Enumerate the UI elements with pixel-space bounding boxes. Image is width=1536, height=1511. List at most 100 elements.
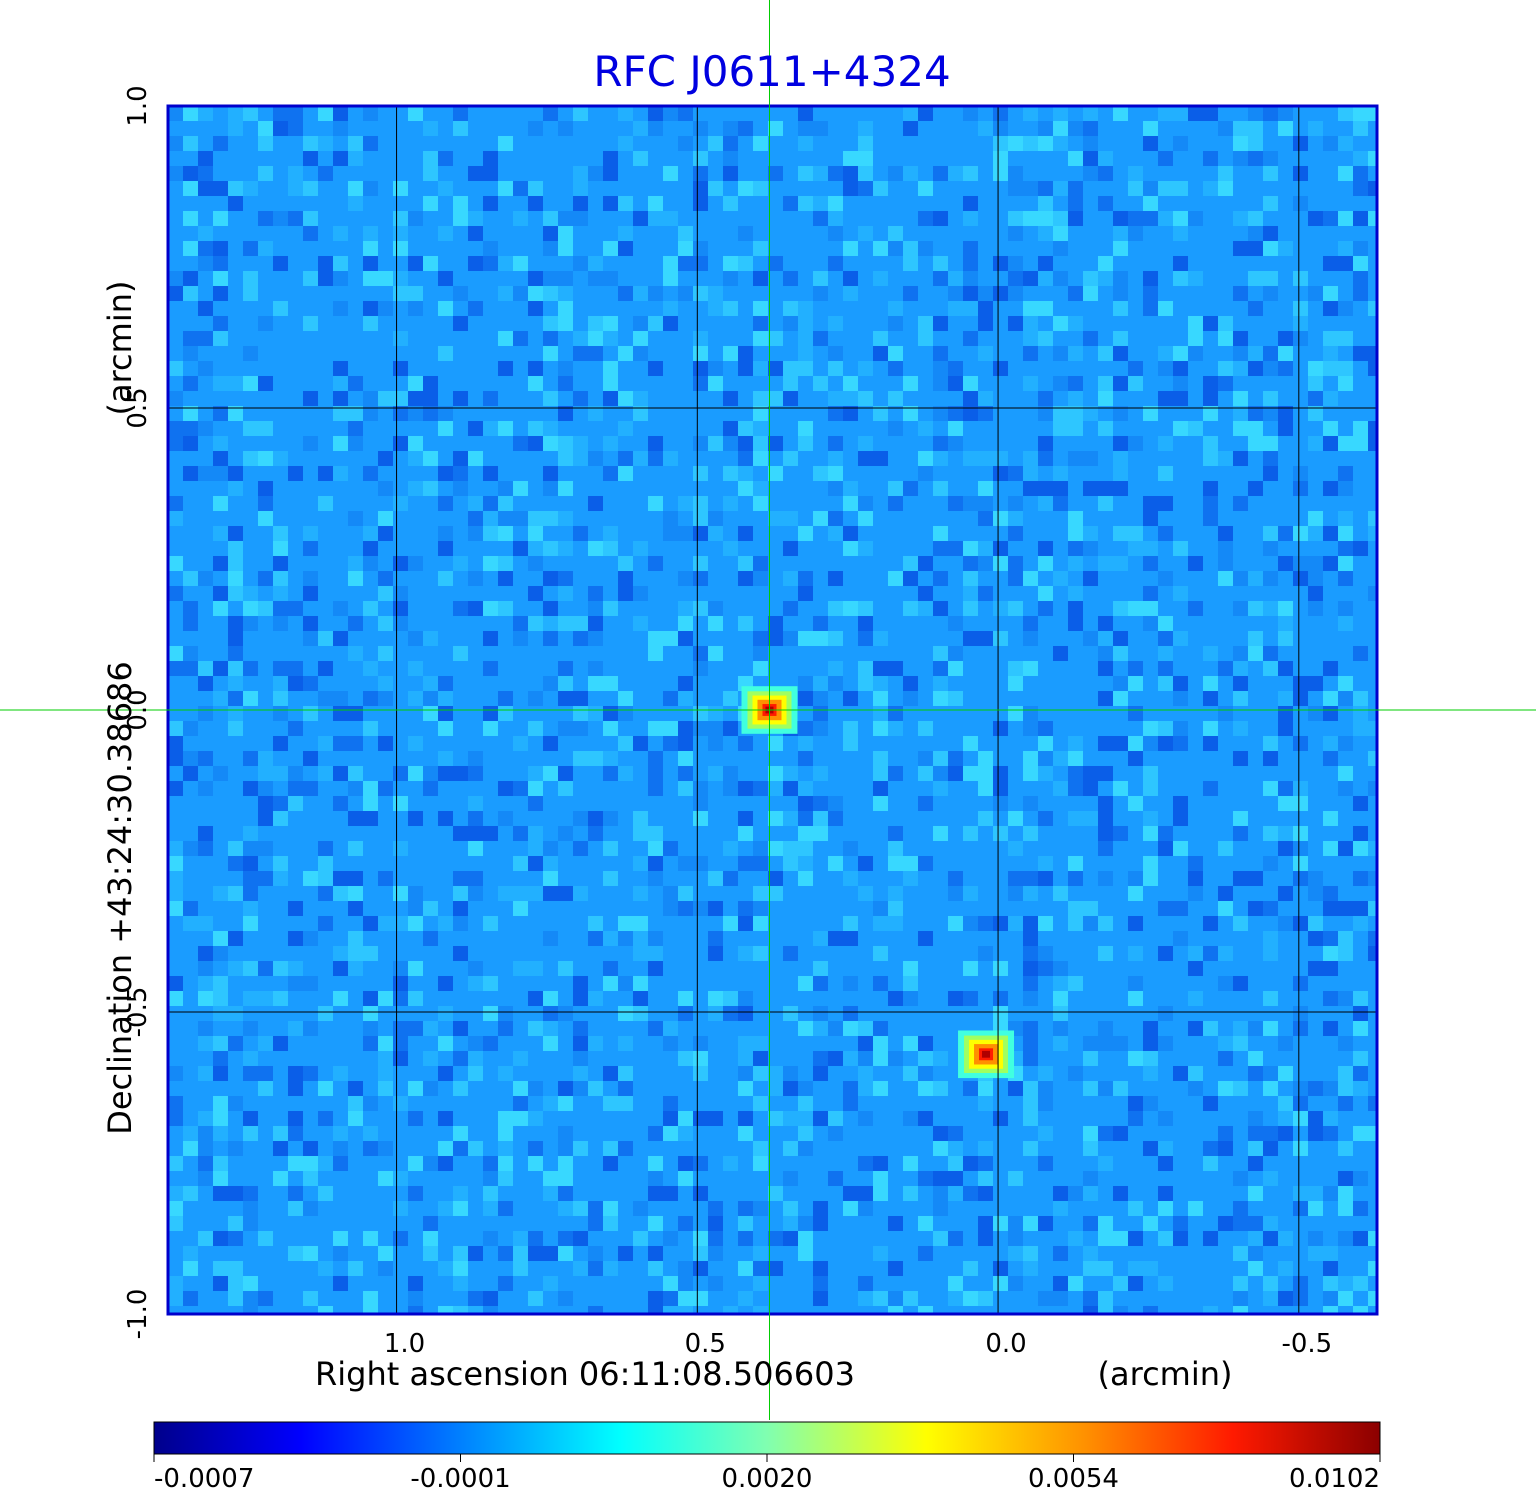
image-pixel-1069 [228, 541, 243, 556]
image-pixel-1093 [993, 541, 1008, 556]
image-pixel-2485 [423, 1126, 438, 1141]
image-pixel-444 [273, 286, 288, 301]
image-pixel-8 [333, 106, 348, 121]
image-pixel-1841 [1323, 841, 1338, 856]
image-pixel-2725 [258, 1231, 273, 1246]
image-pixel-958 [1173, 481, 1188, 496]
image-pixel-2771 [423, 1246, 438, 1261]
image-pixel-803 [1173, 421, 1188, 436]
image-pixel-2582 [1038, 1156, 1053, 1171]
image-pixel-106 [1098, 136, 1113, 151]
image-pixel-2563 [438, 1156, 453, 1171]
image-pixel-1434 [243, 691, 258, 706]
image-pixel-96 [798, 136, 813, 151]
image-pixel-1189 [303, 586, 318, 601]
image-pixel-2456 [768, 1111, 783, 1126]
image-pixel-202 [693, 181, 708, 196]
image-pixel-2628 [543, 1186, 558, 1201]
image-pixel-593 [828, 346, 843, 361]
image-pixel-2177 [213, 1006, 228, 1021]
image-pixel-458 [693, 286, 708, 301]
image-pixel-1986 [183, 916, 198, 931]
image-pixel-2749 [1068, 1231, 1083, 1246]
image-pixel-247 [1098, 196, 1113, 211]
image-pixel-1659 [1068, 766, 1083, 781]
image-pixel-2075 [1098, 946, 1113, 961]
image-pixel-1937 [888, 886, 903, 901]
image-pixel-1270 [573, 616, 588, 631]
image-pixel-234 [618, 196, 633, 211]
image-pixel-2629 [558, 1186, 573, 1201]
image-pixel-2508 [1218, 1126, 1233, 1141]
image-pixel-1633 [453, 766, 468, 781]
image-pixel-996 [1233, 496, 1248, 511]
image-pixel-956 [1098, 481, 1113, 496]
image-pixel-280 [1113, 211, 1128, 226]
image-pixel-1732 [1353, 796, 1368, 811]
image-pixel-1452 [693, 691, 708, 706]
image-pixel-239 [783, 196, 798, 211]
image-pixel-2875 [318, 1291, 333, 1306]
image-pixel-1690 [873, 781, 888, 796]
image-pixel-319 [1113, 226, 1128, 241]
image-pixel-1521 [558, 721, 573, 736]
image-pixel-416 [783, 271, 798, 286]
image-pixel-2690 [243, 1216, 258, 1231]
image-pixel-2509 [1233, 1126, 1248, 1141]
image-pixel-766 [1143, 406, 1158, 421]
image-pixel-1523 [603, 721, 618, 736]
image-pixel-2645 [1068, 1186, 1083, 1201]
image-pixel-432 [1188, 271, 1203, 286]
image-pixel-1753 [768, 811, 783, 826]
image-pixel-2492 [663, 1126, 678, 1141]
image-pixel-949 [948, 481, 963, 496]
image-pixel-1544 [1203, 721, 1218, 736]
image-pixel-2356 [1068, 1066, 1083, 1081]
image-pixel-328 [213, 241, 228, 256]
image-pixel-2758 [1263, 1231, 1278, 1246]
image-pixel-1067 [1368, 526, 1377, 541]
image-pixel-1108 [228, 556, 243, 571]
image-pixel-21 [873, 106, 888, 121]
image-pixel-1947 [1218, 886, 1233, 901]
image-pixel-1739 [363, 811, 378, 826]
image-pixel-2611 [1083, 1171, 1098, 1186]
image-pixel-1772 [1323, 811, 1338, 826]
image-pixel-2184 [498, 1006, 513, 1021]
image-pixel-2449 [528, 1111, 543, 1126]
image-pixel-180 [1218, 166, 1233, 181]
image-pixel-250 [1263, 196, 1278, 211]
image-pixel-2304 [828, 1051, 843, 1066]
image-pixel-574 [1278, 331, 1293, 346]
image-pixel-2050 [1263, 931, 1278, 946]
image-pixel-2033 [408, 931, 423, 946]
image-pixel-902 [543, 466, 558, 481]
image-pixel-1889 [603, 871, 618, 886]
image-pixel-1325 [1098, 631, 1113, 646]
image-pixel-281 [1128, 211, 1143, 226]
image-pixel-2080 [1218, 946, 1233, 961]
image-pixel-1694 [1053, 781, 1068, 796]
image-pixel-2458 [798, 1111, 813, 1126]
image-pixel-192 [303, 181, 318, 196]
image-pixel-729 [1263, 391, 1278, 406]
image-pixel-2631 [648, 1186, 663, 1201]
image-pixel-1308 [663, 631, 678, 646]
image-pixel-2211 [393, 1021, 408, 1036]
image-pixel-68 [1083, 121, 1098, 136]
image-pixel-327 [198, 241, 213, 256]
image-pixel-749 [708, 406, 723, 421]
image-pixel-1835 [1098, 841, 1113, 856]
image-pixel-2260 [663, 1036, 678, 1051]
image-pixel-1838 [1218, 841, 1233, 856]
image-pixel-965 [213, 496, 228, 511]
image-pixel-1582 [1263, 736, 1278, 751]
image-pixel-1939 [948, 886, 963, 901]
image-pixel-889 [1233, 451, 1248, 466]
image-pixel-1175 [1158, 571, 1173, 586]
image-pixel-1832 [978, 841, 993, 856]
image-pixel-1981 [1293, 901, 1308, 916]
image-pixel-1223 [393, 601, 408, 616]
image-pixel-2557 [288, 1156, 303, 1171]
image-pixel-2901 [1233, 1291, 1248, 1306]
